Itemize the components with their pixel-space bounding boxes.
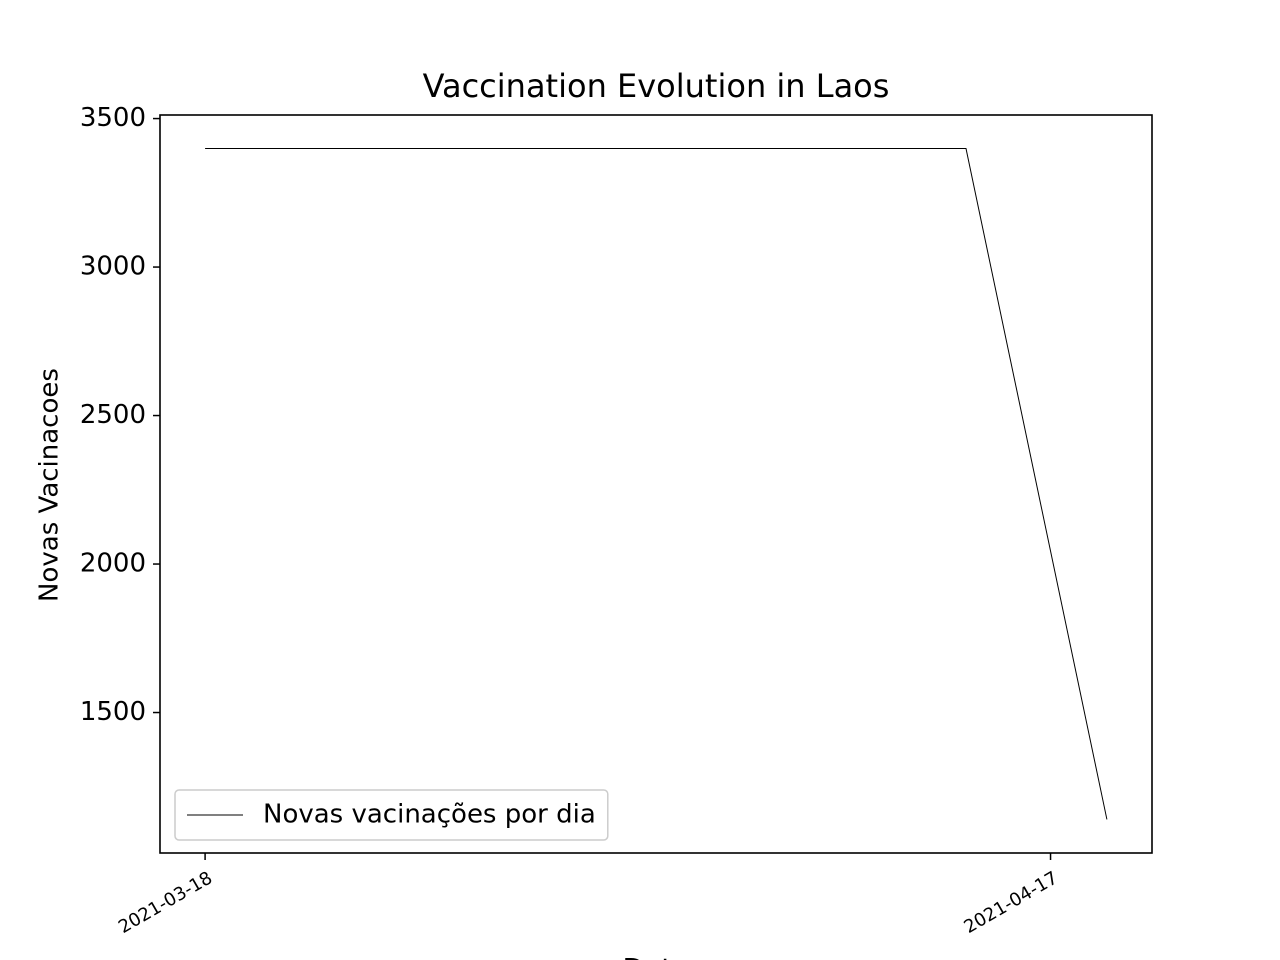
- x-tick-label: 2021-03-18: [115, 867, 216, 937]
- chart-title: Vaccination Evolution in Laos: [423, 67, 890, 105]
- y-axis-label: Novas Vacinacoes: [35, 368, 65, 602]
- y-tick-label: 2500: [80, 400, 146, 430]
- y-tick-label: 2000: [80, 549, 146, 579]
- legend-label: Novas vacinações por dia: [263, 800, 596, 830]
- y-tick-label: 1500: [80, 697, 146, 727]
- x-tick-label: 2021-04-17: [960, 867, 1061, 937]
- x-axis-label: Date: [623, 952, 690, 960]
- y-tick-label: 3500: [80, 103, 146, 133]
- legend-box: [174, 789, 609, 841]
- legend: Novas vacinações por dia: [174, 789, 609, 841]
- y-tick-label: 3000: [80, 252, 146, 282]
- data-line: [205, 148, 1108, 820]
- plot-frame: [159, 114, 1153, 854]
